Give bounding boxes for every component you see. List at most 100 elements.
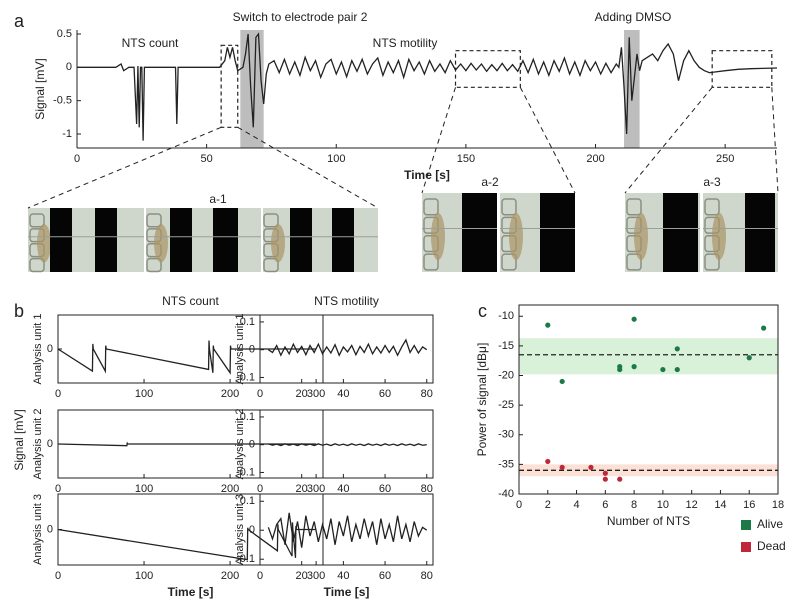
inset-label: a-3 [703,175,721,189]
annotation: NTS count [122,36,179,50]
point [617,476,623,482]
x-tick-label: 0 [55,388,61,400]
y-tick-label: 0 [47,343,53,355]
x-tick-label: 10 [657,499,669,511]
panel-label: c [478,301,487,321]
x-tick-label: 4 [573,499,579,511]
y-axis-label: Analysis unit 2 [32,409,44,480]
x-tick-label: 200 [221,483,239,495]
x-tick-label: 18 [772,499,784,511]
point [545,458,551,465]
x-axis-label: Number of NTS [607,514,690,528]
cell [263,257,279,273]
x-tick-label: 300 [307,388,325,400]
point [761,325,767,331]
x-axis-label: Time [s] [404,168,450,182]
nts-body [431,212,445,261]
y-axis-label: Signal [mV] [33,58,47,119]
y-tick-label: 0 [249,344,255,356]
y-tick-label: -20 [498,369,514,381]
point [660,366,666,373]
chart-title: NTS motility [314,294,379,308]
y-tick-label: -0.1 [236,371,255,383]
electrode [213,208,238,272]
signal-line [57,340,317,375]
cell [29,257,45,273]
x-tick-label: 80 [421,570,433,582]
inset-label: a-2 [481,175,499,189]
connector [421,87,456,194]
electrode [462,193,497,272]
panel-b-ylabel: Signal [mV] [12,409,26,470]
y-tick-label: -15 [498,340,514,352]
x-tick-label: 100 [135,570,153,582]
zoom-box [711,50,773,88]
x-tick-label: 0 [55,483,61,495]
y-axis-label: Analysis unit 1 [32,314,44,385]
chart-title: NTS count [162,294,219,308]
cell [423,253,439,271]
x-tick-label: 0 [516,499,522,511]
y-axis-label: Analysis unit 3 [234,494,246,565]
y-tick-label: -1 [62,128,72,140]
x-tick-label: 40 [337,388,349,400]
cell [626,253,642,271]
nts-body [509,212,523,261]
nts-body [634,212,648,261]
cell [263,213,279,228]
x-tick-label: 8 [631,499,637,511]
point [545,322,551,328]
point [559,464,565,470]
y-tick-label: 0 [249,524,255,536]
point [602,470,608,476]
x-tick-label: 12 [686,499,698,511]
image-bg [28,208,378,272]
y-tick-label: 0 [249,439,255,451]
cell [704,198,720,216]
electrode [290,208,312,272]
electrode [50,208,72,272]
legend-label: Alive [757,517,783,531]
y-tick-label: -40 [498,488,514,500]
x-tick-label: 250 [716,153,734,165]
y-tick-label: 0 [66,61,72,73]
electrode [170,208,192,272]
x-tick-label: 14 [714,499,726,511]
x-tick-label: 100 [327,153,345,165]
x-tick-label: 0 [257,570,263,582]
x-tick-label: 40 [337,570,349,582]
y-axis-label: Analysis unit 1 [234,314,246,385]
legend-swatch [741,542,751,552]
signal-line [267,338,428,357]
plot-frame [518,304,779,495]
connector [519,87,576,194]
x-tick-label: 40 [337,483,349,495]
band [519,338,778,375]
x-axis-label: Time [s] [168,585,214,599]
x-tick-label: 0 [55,570,61,582]
plot-frame [259,493,434,566]
annotation: Adding DMSO [595,10,672,24]
cell [146,213,162,228]
electrode [95,208,117,272]
y-tick-label: -0.1 [236,553,255,565]
x-tick-label: 20 [296,388,308,400]
x-tick-label: 60 [379,483,391,495]
point [674,346,680,352]
x-tick-label: 60 [379,570,391,582]
legend-swatch [741,520,751,530]
highlight-span [240,30,264,148]
x-tick-label: 200 [221,570,239,582]
y-tick-label: 0.1 [240,411,255,423]
x-tick-label: 300 [307,570,325,582]
y-tick-label: -25 [498,399,514,411]
y-tick-label: -0.5 [53,95,72,107]
x-tick-label: 20 [296,483,308,495]
electrode [332,208,354,272]
nts-body [712,212,726,261]
electrode [540,193,575,272]
microscope-images [28,193,778,273]
nts-body [37,224,51,263]
connector [624,87,713,194]
